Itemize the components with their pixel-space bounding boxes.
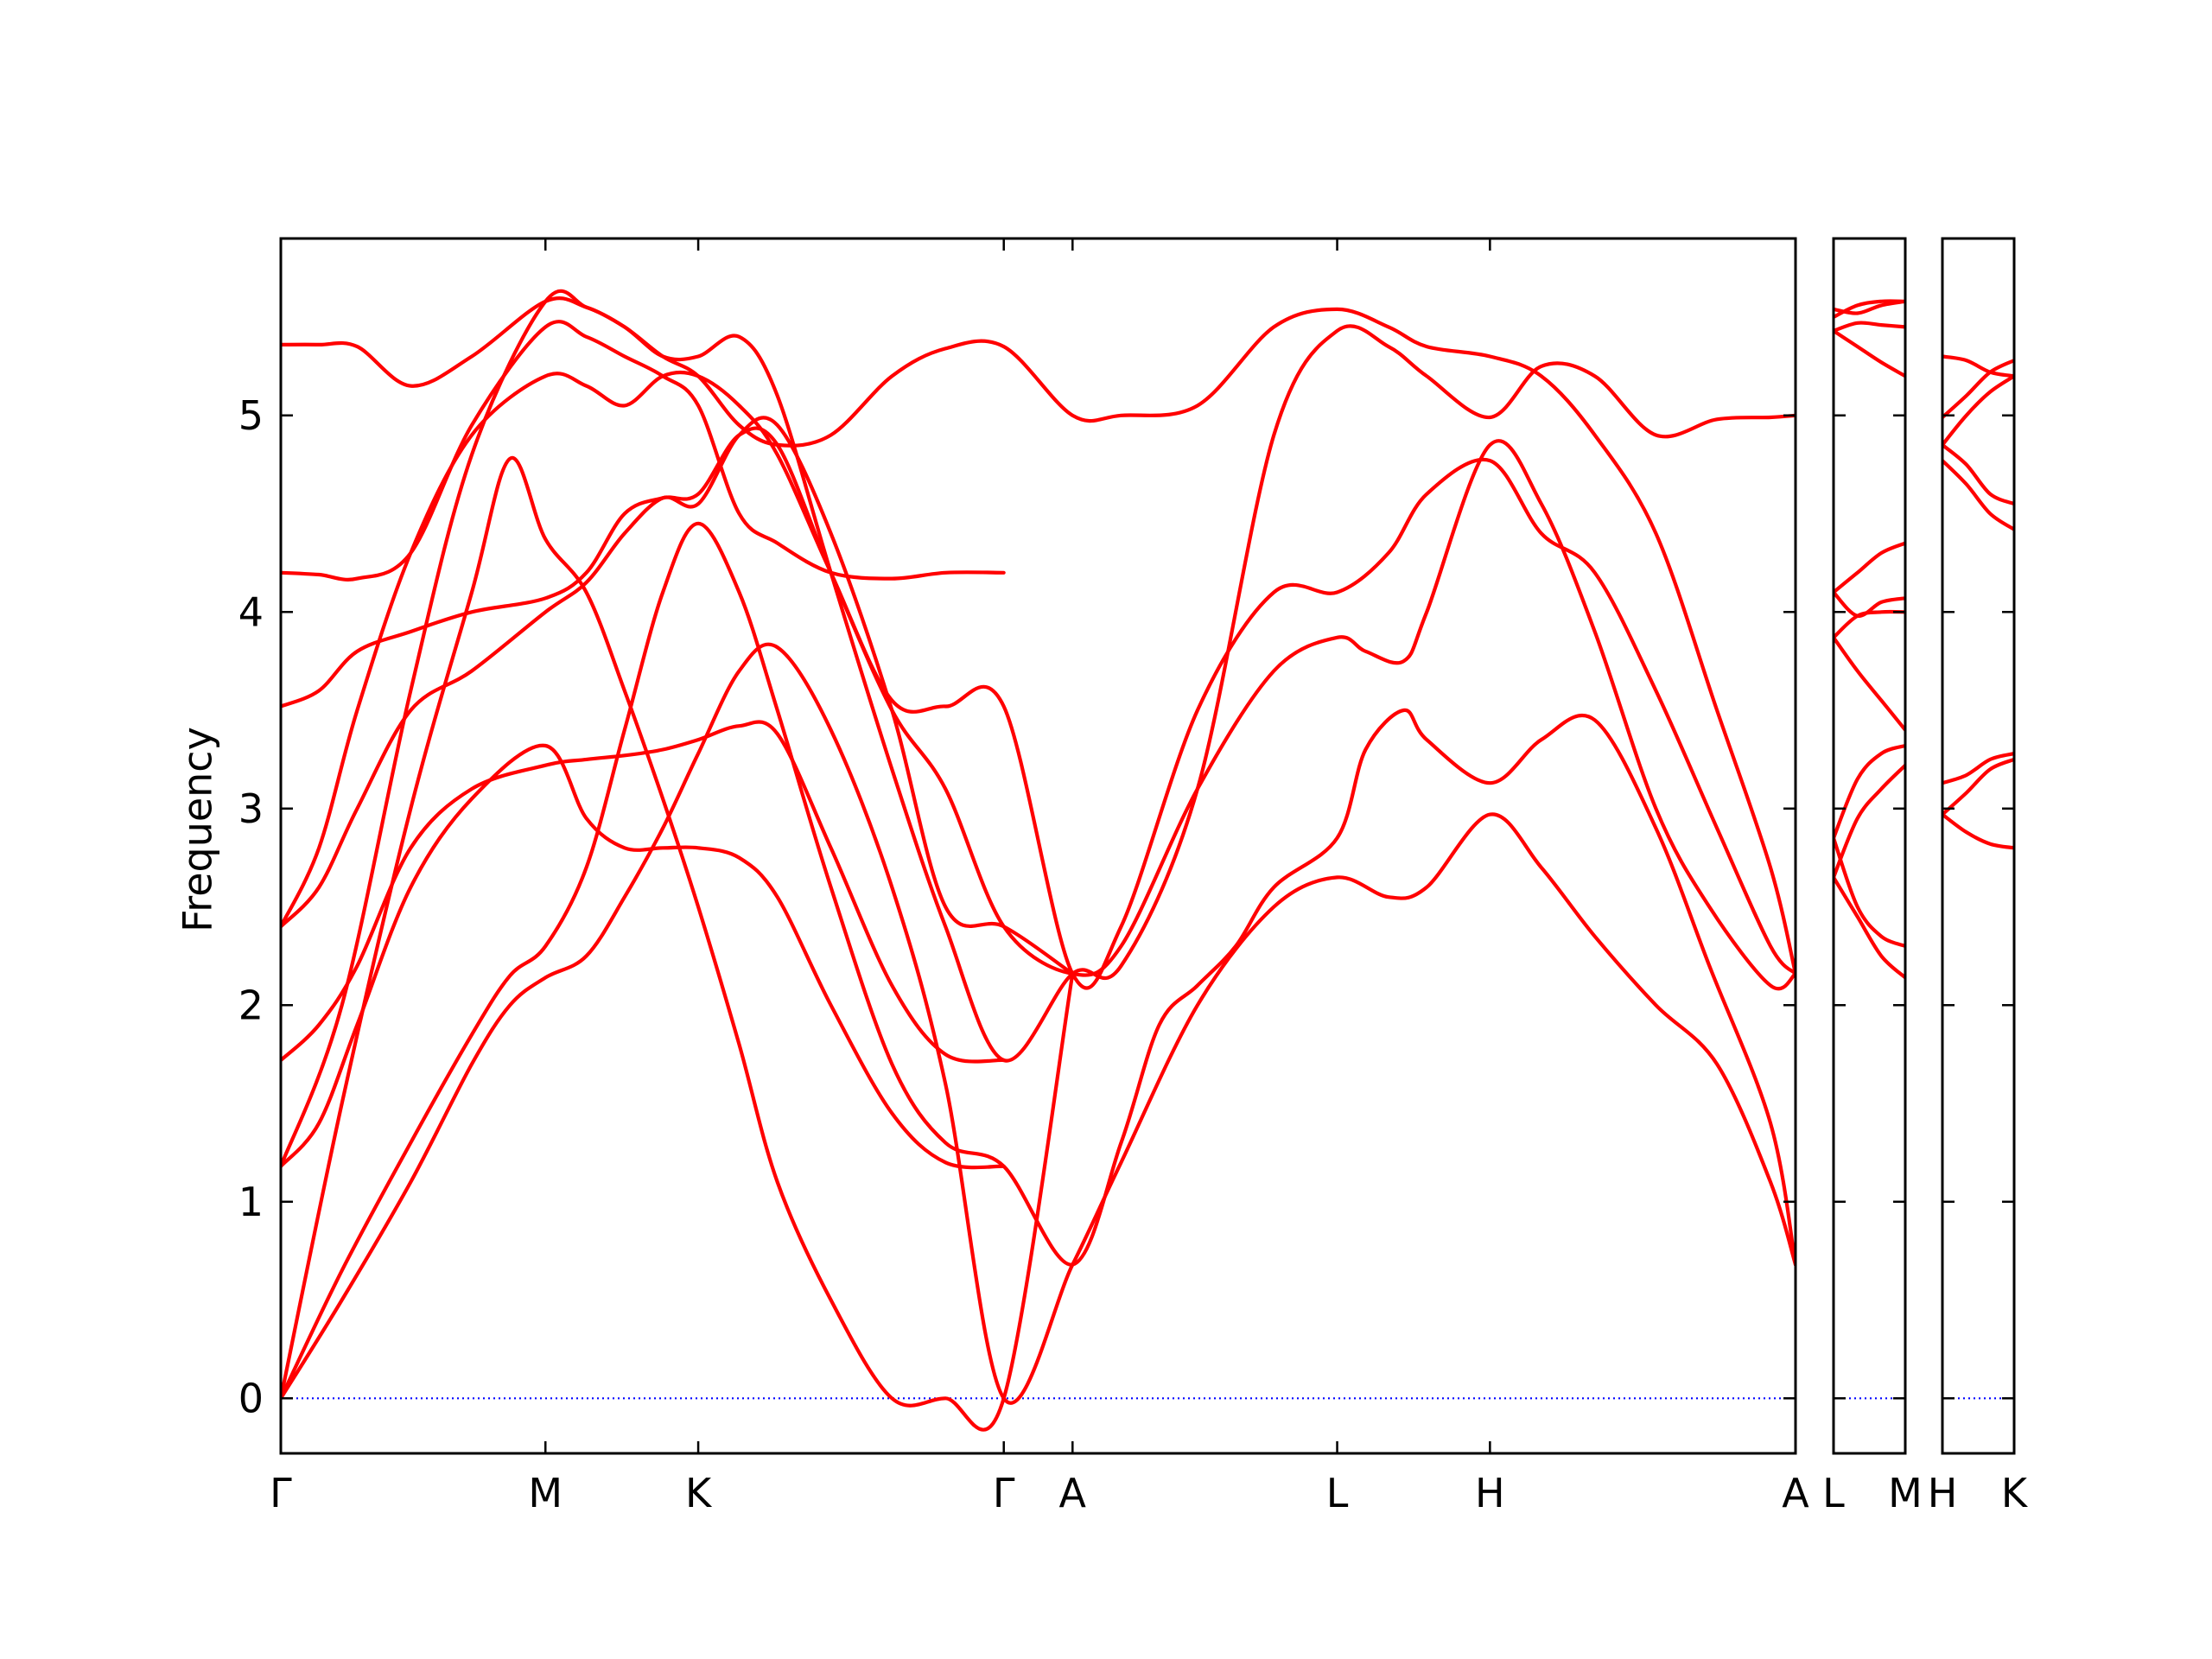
band-line-2 (1942, 757, 2014, 817)
y-tick-label: 2 (238, 982, 264, 1028)
axes-frame (1832, 237, 1907, 1455)
y-tick-label: 1 (238, 1179, 264, 1225)
x-tick-label: L (1822, 1470, 1845, 1516)
band-line-1 (281, 642, 1796, 1405)
x-tick-label: A (1782, 1470, 1809, 1516)
band-line-5 (1942, 442, 2014, 506)
band-line-11 (281, 289, 1796, 1168)
band-line-6 (1834, 609, 1905, 639)
band-line-8 (281, 370, 1796, 990)
x-tick-label: K (2001, 1470, 2029, 1516)
band-line-6 (1942, 359, 2014, 420)
band-line-1 (1834, 875, 1905, 980)
band-line-12 (1834, 299, 1905, 320)
band-line-9 (281, 320, 1006, 582)
axes-frame (1941, 237, 2016, 1455)
band-line-3 (281, 455, 1075, 1432)
band-line-1 (1942, 812, 2014, 850)
band-line-4 (1942, 459, 2014, 531)
band-line-8 (1834, 541, 1905, 594)
axes-frame (279, 237, 1797, 1455)
y-tick-label: 5 (238, 392, 264, 439)
x-tick-label: H (1475, 1470, 1505, 1516)
band-series-group (1942, 354, 2014, 850)
x-tick-label: Γ (993, 1470, 1015, 1516)
band-line-7 (1942, 374, 2014, 447)
x-tick-label: A (1059, 1470, 1087, 1516)
x-tick-label: L (1326, 1470, 1349, 1516)
x-tick-label: Γ (270, 1470, 292, 1516)
band-line-2 (1834, 836, 1905, 949)
band-line-5 (1834, 635, 1905, 732)
x-tick-label: H (1928, 1470, 1958, 1516)
band-line-3 (1834, 763, 1905, 880)
x-tick-label: M (1888, 1470, 1923, 1516)
band-line-4 (1834, 743, 1905, 840)
band-line-3 (1942, 752, 2014, 785)
band-series-group (1834, 299, 1905, 980)
band-series-group (281, 289, 1796, 1432)
y-tick-label: 4 (238, 588, 264, 635)
x-tick-label: K (685, 1470, 713, 1516)
band-line-10 (1834, 321, 1905, 333)
band-line-5 (281, 720, 1006, 1064)
band-line-8 (1942, 354, 2014, 378)
band-line-6 (281, 416, 1075, 976)
band-line-9 (1834, 328, 1905, 378)
y-axis-label: Frequency (175, 727, 221, 932)
y-tick-label: 3 (238, 785, 264, 832)
x-tick-label: M (528, 1470, 563, 1516)
band-line-2 (281, 521, 1796, 1401)
band-line-7 (1834, 590, 1905, 618)
y-tick-label: 0 (238, 1375, 264, 1421)
band-line-4 (281, 743, 1006, 1170)
